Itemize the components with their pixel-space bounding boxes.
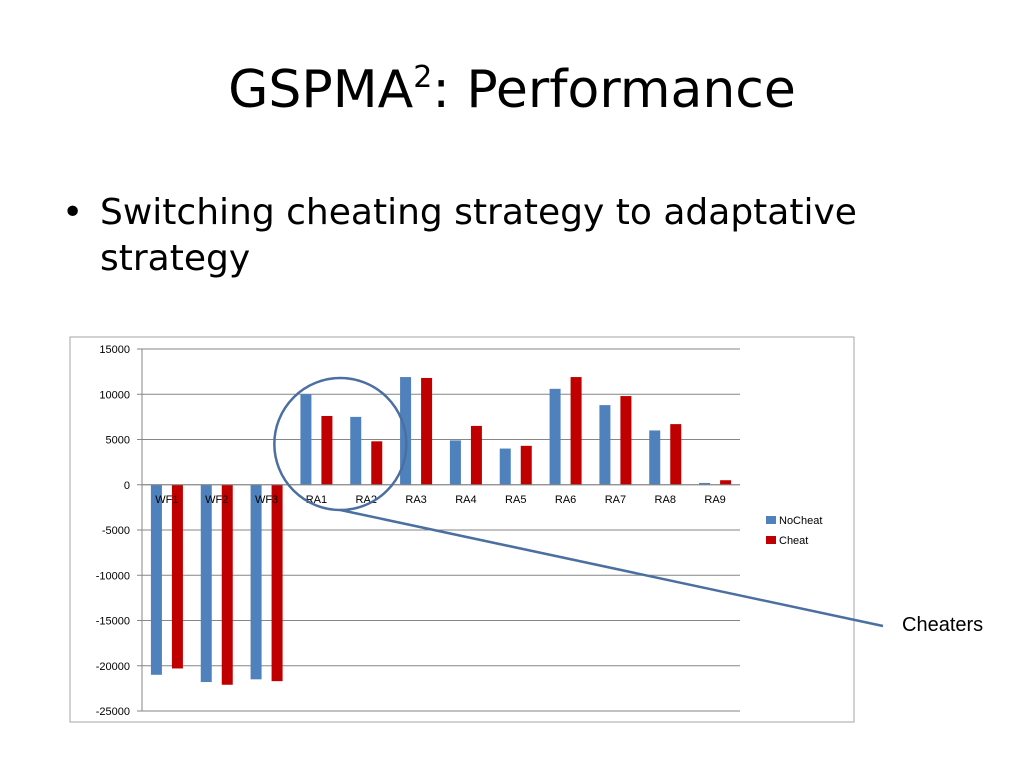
y-tick-label: 0 [124, 480, 130, 492]
bar-cheat-wf1 [171, 484, 183, 669]
bar-cheat-ra6 [570, 377, 582, 485]
bar-cheat-ra9 [720, 480, 732, 485]
x-tick-label: RA1 [306, 494, 327, 506]
bar-nocheat-ra1 [300, 394, 312, 485]
x-tick-label: RA5 [505, 494, 526, 506]
callout-line [340, 508, 884, 628]
x-tick-label: RA8 [655, 494, 676, 506]
bullet-marker: • [62, 192, 84, 233]
bar-cheat-ra8 [670, 424, 682, 485]
x-tick-label: RA3 [405, 494, 426, 506]
bar-nocheat-ra8 [649, 430, 661, 485]
bar-cheat-wf3 [271, 484, 283, 682]
bar-nocheat-wf3 [250, 484, 262, 680]
x-tick-label: RA6 [555, 494, 576, 506]
bar-cheat-ra3 [421, 377, 433, 485]
bar-cheat-ra2 [371, 441, 383, 485]
bar-nocheat-ra7 [599, 405, 611, 485]
bar-nocheat-ra5 [499, 448, 511, 485]
bar-nocheat-ra2 [350, 416, 362, 485]
bar-cheat-ra5 [520, 445, 532, 485]
legend-swatch-cheat [766, 536, 776, 544]
legend-swatch-nocheat [766, 516, 776, 524]
y-tick-label: -10000 [96, 570, 130, 582]
bar-nocheat-wf1 [150, 484, 162, 675]
x-tick-label: RA7 [605, 494, 626, 506]
x-tick-label: WF2 [205, 494, 228, 506]
bullet-text: Switching cheating strategy to adaptativ… [100, 192, 857, 279]
x-tick-label: WF3 [255, 494, 278, 506]
bar-cheat-ra7 [620, 396, 632, 485]
y-tick-label: 5000 [106, 435, 130, 447]
bullet-item: • Switching cheating strategy to adaptat… [62, 190, 922, 282]
bar-nocheat-ra9 [699, 482, 711, 485]
y-tick-label: 10000 [99, 389, 130, 401]
slide-title: GSPMA2: Performance [0, 60, 1024, 120]
y-tick-label: -25000 [96, 706, 130, 718]
x-tick-label: RA9 [704, 494, 725, 506]
bar-cheat-ra4 [470, 425, 482, 485]
y-tick-label: 15000 [99, 344, 130, 356]
bar-cheat-ra1 [321, 415, 333, 485]
legend-label-nocheat: NoCheat [779, 515, 822, 527]
bar-nocheat-ra6 [549, 388, 561, 485]
y-tick-label: -20000 [96, 661, 130, 673]
x-tick-label: RA4 [455, 494, 476, 506]
title-rest: : Performance [432, 60, 796, 120]
bar-nocheat-wf2 [200, 484, 212, 683]
legend-label-cheat: Cheat [779, 535, 808, 547]
y-tick-label: -15000 [96, 616, 130, 628]
x-tick-label: WF1 [155, 494, 178, 506]
y-tick-label: -5000 [102, 525, 130, 537]
bar-cheat-wf2 [221, 484, 233, 685]
title-superscript: 2 [413, 60, 433, 95]
bar-nocheat-ra4 [449, 440, 461, 485]
callout-label: Cheaters [902, 614, 983, 636]
title-main: GSPMA [228, 60, 414, 120]
